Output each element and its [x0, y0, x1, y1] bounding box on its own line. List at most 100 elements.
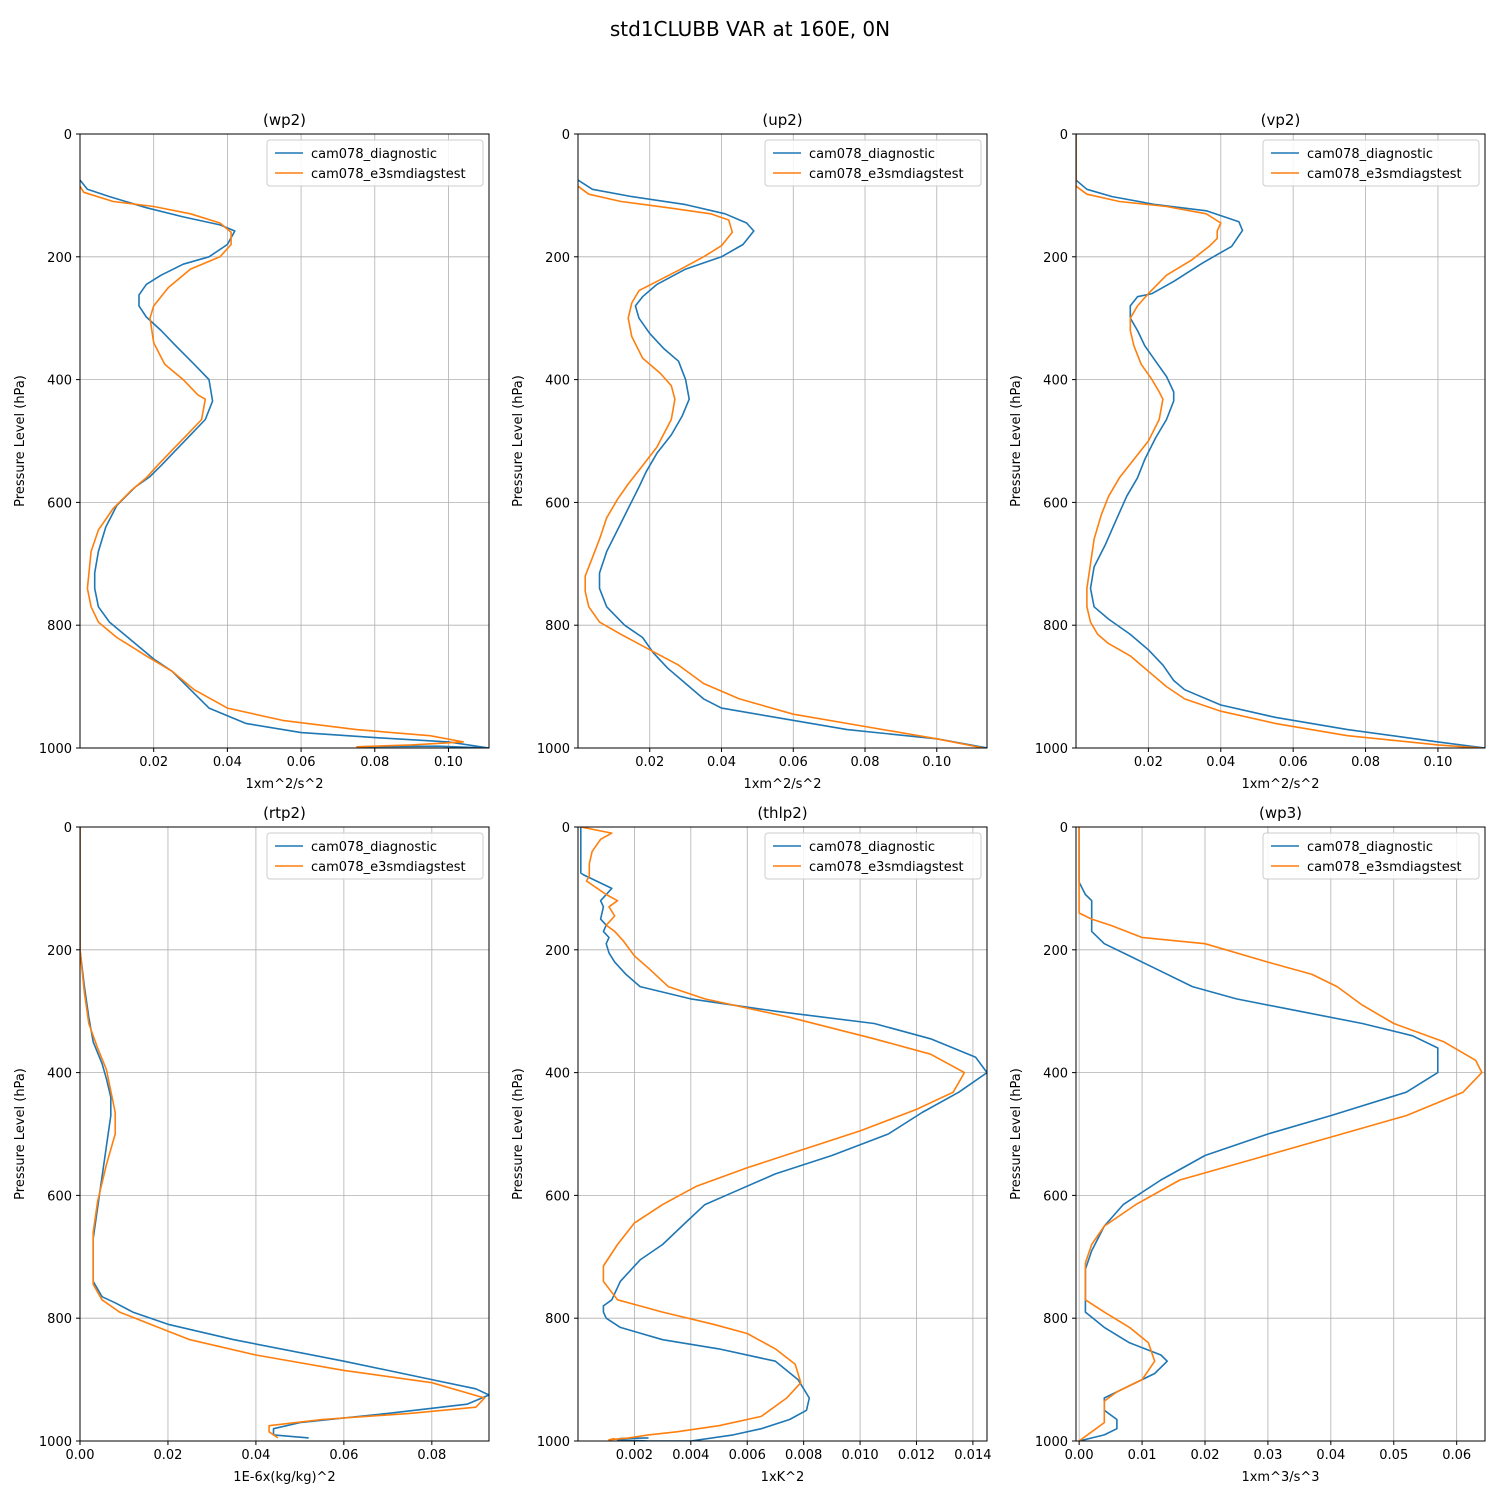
x-tick-label: 0.006: [729, 1448, 766, 1463]
y-tick-label: 400: [47, 374, 72, 389]
y-tick-label: 0: [1060, 821, 1068, 836]
x-tick-label: 0.04: [241, 1448, 270, 1463]
series-lines: [578, 179, 987, 748]
axes-frame: [1075, 826, 1486, 1442]
panel-title: (wp2): [263, 111, 306, 129]
x-tick-label: 0.08: [360, 755, 389, 770]
y-tick-label: 600: [545, 1189, 570, 1204]
y-tick-label: 200: [545, 944, 570, 959]
legend-box: [764, 832, 982, 880]
series-line-0: [579, 827, 987, 1441]
y-tick-label: 0: [562, 128, 570, 143]
y-tick-label: 600: [1043, 496, 1068, 511]
legend-label: cam078_e3smdiagstest: [1307, 167, 1462, 182]
panel-1: 0.02 0.04 0.06 0.08 0.10 0 200 400 600 800 1000 (up…: [511, 111, 988, 792]
y-tick-label: 600: [545, 496, 570, 511]
y-tick-label: 800: [1043, 619, 1068, 634]
plot-area: [80, 827, 489, 1441]
x-tick-label: 0.014: [954, 1448, 991, 1463]
y-tick-label: 0: [562, 821, 570, 836]
x-axis-label: 1E-6x(kg/kg)^2: [233, 1470, 335, 1485]
x-axis-label: 1xm^2/s^2: [1241, 777, 1319, 792]
y-tick-label: 600: [47, 1189, 72, 1204]
panels: 0.02 0.04 0.06 0.08 0.10 0 200 400 600 800 1000 (wp…: [13, 111, 1486, 1485]
legend: cam078_diagnostic cam078_e3smdiagstest: [1262, 832, 1480, 880]
legend-label: cam078_diagnostic: [809, 840, 935, 855]
panel-title: (thlp2): [757, 804, 807, 822]
series-line-1: [1076, 134, 1482, 748]
y-tick-label: 0: [64, 821, 72, 836]
series-lines: [80, 179, 489, 748]
y-tick-label: 400: [1043, 374, 1068, 389]
legend: cam078_diagnostic cam078_e3smdiagstest: [764, 139, 982, 187]
axes-frame: [79, 133, 490, 749]
x-axis-label: 1xm^2/s^2: [245, 777, 323, 792]
legend-label: cam078_e3smdiagstest: [809, 860, 964, 875]
y-tick-label: 400: [47, 1067, 72, 1082]
legend-label: cam078_e3smdiagstest: [1307, 860, 1462, 875]
legend: cam078_diagnostic cam078_e3smdiagstest: [1262, 139, 1480, 187]
y-axis-label: Pressure Level (hPa): [1009, 1068, 1024, 1200]
legend: cam078_diagnostic cam078_e3smdiagstest: [764, 832, 982, 880]
y-axis-label: Pressure Level (hPa): [1009, 375, 1024, 507]
x-tick-label: 0.02: [635, 755, 664, 770]
legend-label: cam078_e3smdiagstest: [311, 860, 466, 875]
x-tick-label: 0.05: [1379, 1448, 1408, 1463]
y-tick-label: 800: [47, 619, 72, 634]
series-line-0: [80, 179, 489, 748]
series-line-1: [80, 185, 465, 748]
legend-box: [266, 832, 484, 880]
y-tick-label: 200: [47, 944, 72, 959]
x-tick-label: 0.02: [1191, 1448, 1220, 1463]
y-tick-label: 400: [1043, 1067, 1068, 1082]
panel-title: (rtp2): [263, 804, 306, 822]
x-tick-label: 0.00: [66, 1448, 95, 1463]
y-tick-label: 800: [47, 1312, 72, 1327]
series-line-0: [1076, 134, 1485, 748]
series-line-0: [578, 179, 987, 748]
legend-box: [764, 139, 982, 187]
series-lines: [1078, 827, 1483, 1441]
y-tick-label: 400: [545, 374, 570, 389]
x-tick-label: 0.010: [841, 1448, 878, 1463]
axes-frame: [79, 826, 490, 1442]
x-tick-label: 0.10: [922, 755, 951, 770]
x-tick-label: 0.002: [616, 1448, 653, 1463]
panel-title: (wp3): [1259, 804, 1302, 822]
legend: cam078_diagnostic cam078_e3smdiagstest: [266, 832, 484, 880]
series-lines: [579, 827, 987, 1441]
x-tick-label: 0.06: [287, 755, 316, 770]
x-axis-label: 1xm^2/s^2: [743, 777, 821, 792]
legend: cam078_diagnostic cam078_e3smdiagstest: [266, 139, 484, 187]
x-tick-label: 0.02: [153, 1448, 182, 1463]
y-tick-label: 0: [1060, 128, 1068, 143]
x-tick-label: 0.008: [785, 1448, 822, 1463]
x-tick-label: 0.06: [1279, 755, 1308, 770]
series-line-1: [80, 827, 486, 1439]
x-tick-label: 0.06: [779, 755, 808, 770]
axes-frame: [577, 826, 988, 1442]
x-tick-label: 0.08: [851, 755, 880, 770]
y-tick-label: 800: [1043, 1312, 1068, 1327]
y-tick-label: 800: [545, 1312, 570, 1327]
panel-4: 0.002 0.004 0.006 0.008 0.010 0.012 0.014 0 200 4…: [511, 804, 992, 1485]
y-tick-label: 400: [545, 1067, 570, 1082]
series-lines: [1076, 134, 1485, 748]
y-tick-label: 1000: [537, 1435, 570, 1450]
series-line-1: [580, 827, 966, 1441]
figure-title: std1CLUBB VAR at 160E, 0N: [610, 17, 890, 41]
axes-frame: [577, 133, 988, 749]
x-tick-label: 0.04: [1316, 1448, 1345, 1463]
y-tick-label: 200: [545, 251, 570, 266]
legend-box: [1262, 139, 1480, 187]
y-tick-label: 200: [1043, 944, 1068, 959]
x-tick-label: 0.00: [1065, 1448, 1094, 1463]
series-line-0: [80, 827, 489, 1439]
x-tick-label: 0.02: [1134, 755, 1163, 770]
x-tick-label: 0.08: [417, 1448, 446, 1463]
x-tick-label: 0.06: [329, 1448, 358, 1463]
legend-label: cam078_diagnostic: [311, 147, 437, 162]
y-tick-label: 600: [1043, 1189, 1068, 1204]
legend-label: cam078_diagnostic: [809, 147, 935, 162]
